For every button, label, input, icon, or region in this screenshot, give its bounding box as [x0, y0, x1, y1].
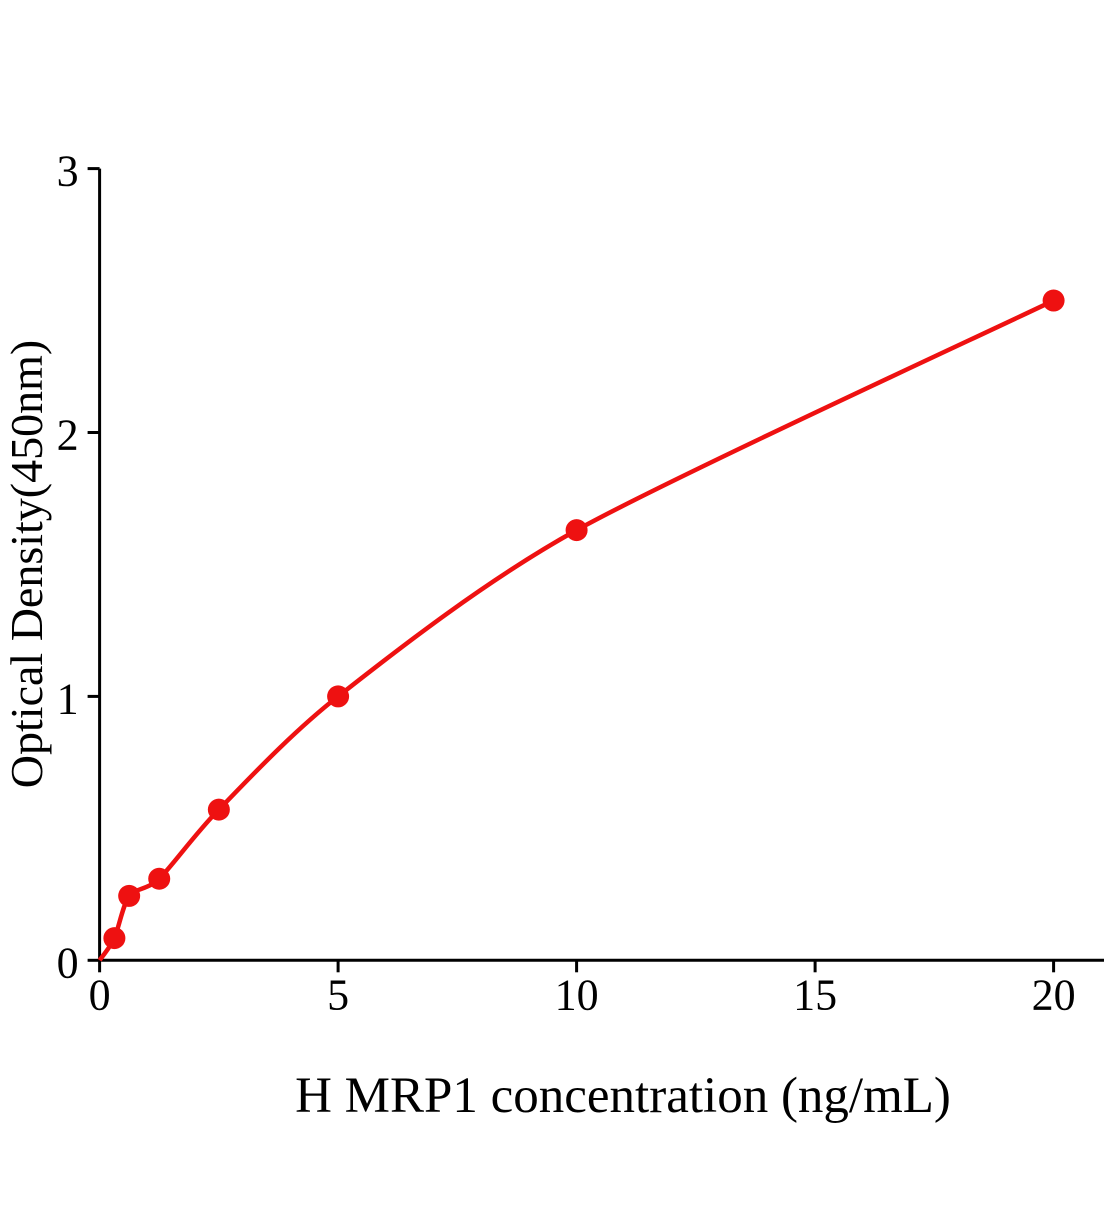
- svg-text:2: 2: [57, 411, 79, 460]
- svg-text:3: 3: [57, 147, 79, 196]
- svg-text:0: 0: [57, 938, 79, 987]
- svg-text:15: 15: [793, 970, 837, 1019]
- svg-text:5: 5: [327, 970, 349, 1019]
- svg-text:H MRP1 concentration (ng/mL): H MRP1 concentration (ng/mL): [295, 1068, 951, 1124]
- svg-text:Optical Density(450nm): Optical Density(450nm): [1, 340, 52, 788]
- svg-text:20: 20: [1032, 970, 1076, 1019]
- svg-text:1: 1: [57, 674, 79, 723]
- svg-text:0: 0: [89, 970, 111, 1019]
- svg-text:10: 10: [555, 970, 599, 1019]
